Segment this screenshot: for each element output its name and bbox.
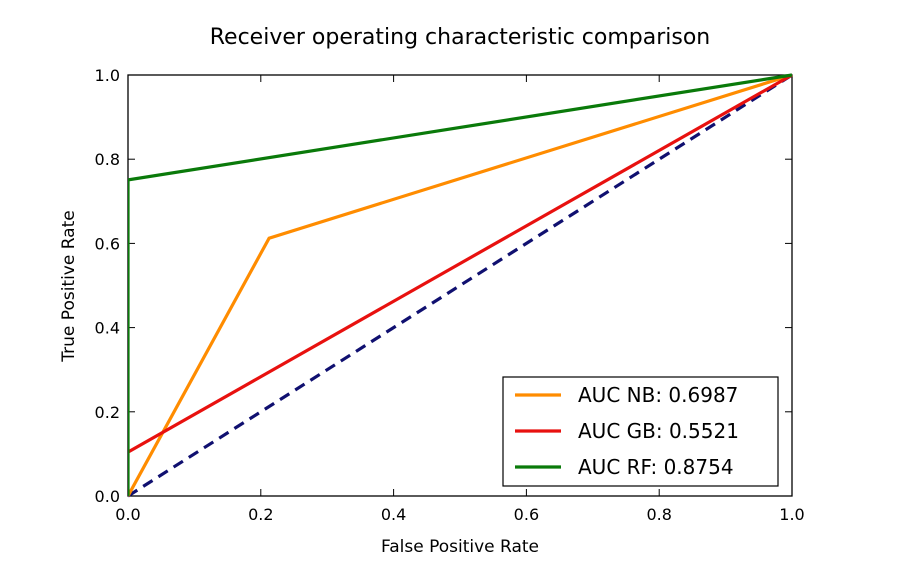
y-tick-label: 0.4	[95, 319, 120, 338]
y-tick-label: 0.0	[95, 487, 120, 506]
legend-label: AUC RF: 0.8754	[578, 455, 734, 479]
plot-area: 0.0 0.2 0.4 0.6 0.8 1.0 0.0 0.2 0.4 0.6 0.8 1.0 AUC …	[95, 66, 805, 524]
x-tick-label: 1.0	[779, 505, 804, 524]
chart-title: Receiver operating characteristic compar…	[210, 25, 711, 50]
y-tick-label: 0.8	[95, 150, 120, 169]
series-line-1	[128, 73, 793, 454]
x-axis-label: False Positive Rate	[381, 537, 539, 557]
reference-diagonal-line	[128, 73, 793, 498]
series-line-0	[128, 73, 793, 497]
y-axis-label: True Positive Rate	[59, 210, 79, 362]
y-tick-label: 0.2	[95, 403, 120, 422]
y-tick-label: 0.6	[95, 234, 120, 253]
series-group	[128, 73, 793, 498]
y-tick-label: 1.0	[95, 66, 120, 85]
series-line-2	[128, 73, 793, 496]
legend-label: AUC GB: 0.5521	[578, 419, 739, 443]
x-tick-label: 0.2	[248, 505, 273, 524]
x-tick-label: 0.6	[514, 505, 539, 524]
x-tick-label: 0.4	[381, 505, 406, 524]
x-tick-label: 0.0	[115, 505, 140, 524]
legend-label: AUC NB: 0.6987	[578, 383, 738, 407]
x-tick-label: 0.8	[646, 505, 671, 524]
